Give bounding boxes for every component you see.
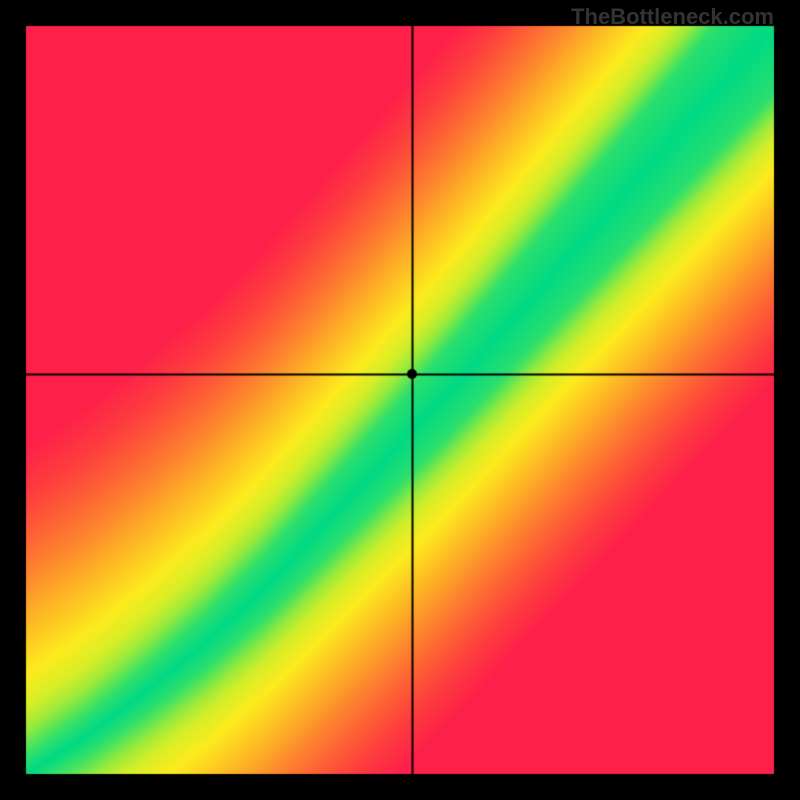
watermark-text: TheBottleneck.com (571, 4, 774, 30)
heatmap-canvas (0, 0, 800, 800)
chart-container: TheBottleneck.com (0, 0, 800, 800)
